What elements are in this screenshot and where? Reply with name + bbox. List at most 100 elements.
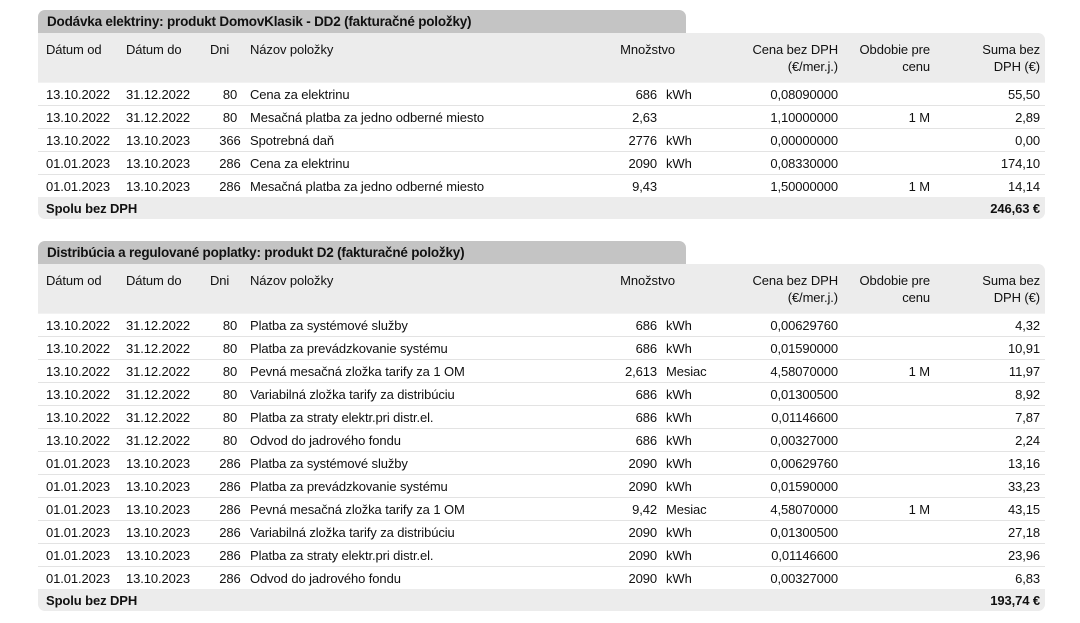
table-row: 01.01.2023 13.10.2023 286 Platba za syst… (38, 451, 1045, 474)
cell-nazov: Odvod do jadrového fondu (250, 566, 561, 589)
cell-nazov: Variabilná zložka tarify za distribúciu (250, 382, 561, 405)
cell-cena: 0,01300500 (725, 520, 843, 543)
cell-suma: 55,50 (938, 82, 1045, 105)
col-header-obdobie-line2: cenu (843, 58, 938, 82)
table-footer: Spolu bez DPH 193,74 € (38, 589, 1045, 611)
cell-nazov: Pevná mesačná zložka tarify za 1 OM (250, 359, 561, 382)
cell-dni: 286 (210, 520, 250, 543)
cell-nazov: Platba za straty elektr.pri distr.el. (250, 543, 561, 566)
cell-dni: 80 (210, 313, 250, 336)
cell-obdobie: 1 M (843, 174, 938, 197)
cell-suma: 7,87 (938, 405, 1045, 428)
cell-suma: 8,92 (938, 382, 1045, 405)
cell-dni: 80 (210, 82, 250, 105)
cell-nazov: Cena za elektrinu (250, 82, 561, 105)
header-row-1: Dátum od Dátum do Dni Názov položky Množ… (38, 264, 1045, 289)
cell-dni: 286 (210, 497, 250, 520)
cell-nazov: Platba za systémové služby (250, 451, 561, 474)
cell-mnozstvo: 2090 (561, 543, 663, 566)
cell-obdobie (843, 405, 938, 428)
cell-suma: 0,00 (938, 128, 1045, 151)
cell-dni: 80 (210, 428, 250, 451)
cell-cena: 0,01590000 (725, 474, 843, 497)
table-row: 01.01.2023 13.10.2023 286 Mesačná platba… (38, 174, 1045, 197)
cell-mnozstvo: 2090 (561, 520, 663, 543)
cell-obdobie: 1 M (843, 497, 938, 520)
cell-obdobie (843, 543, 938, 566)
cell-nazov: Platba za prevádzkovanie systému (250, 336, 561, 359)
cell-suma: 4,32 (938, 313, 1045, 336)
cell-jednotka: kWh (663, 405, 725, 428)
cell-cena: 0,00327000 (725, 428, 843, 451)
cell-cena: 0,01590000 (725, 336, 843, 359)
billing-table-wrap: Dátum od Dátum do Dni Názov položky Množ… (38, 33, 1045, 219)
cell-datum-od: 01.01.2023 (38, 474, 126, 497)
cell-cena: 0,08090000 (725, 82, 843, 105)
footer-label: Spolu bez DPH (38, 197, 725, 219)
cell-jednotka: kWh (663, 566, 725, 589)
cell-datum-od: 01.01.2023 (38, 451, 126, 474)
cell-dni: 286 (210, 566, 250, 589)
col-header-suma-line1: Suma bez (938, 264, 1045, 289)
cell-nazov: Spotrebná daň (250, 128, 561, 151)
footer-label: Spolu bez DPH (38, 589, 725, 611)
col-header-datum-od: Dátum od (38, 33, 126, 58)
col-header-suma-line1: Suma bez (938, 33, 1045, 58)
cell-datum-do: 13.10.2023 (126, 497, 210, 520)
table-row: 01.01.2023 13.10.2023 286 Platba za stra… (38, 543, 1045, 566)
col-header-spacer (38, 58, 725, 82)
col-header-mnozstvo: Množstvo (561, 33, 725, 58)
cell-datum-od: 01.01.2023 (38, 174, 126, 197)
col-header-dni: Dni (210, 264, 250, 289)
cell-suma: 2,89 (938, 105, 1045, 128)
cell-jednotka: kWh (663, 128, 725, 151)
cell-cena: 1,10000000 (725, 105, 843, 128)
cell-dni: 80 (210, 382, 250, 405)
cell-suma: 27,18 (938, 520, 1045, 543)
cell-jednotka (663, 174, 725, 197)
table-row: 01.01.2023 13.10.2023 286 Platba za prev… (38, 474, 1045, 497)
cell-nazov: Platba za prevádzkovanie systému (250, 474, 561, 497)
cell-nazov: Platba za systémové služby (250, 313, 561, 336)
col-header-datum-od: Dátum od (38, 264, 126, 289)
cell-jednotka: kWh (663, 82, 725, 105)
cell-cena: 0,00629760 (725, 313, 843, 336)
section-title-bar: Dodávka elektriny: produkt DomovKlasik -… (38, 10, 686, 33)
col-header-cena-line1: Cena bez DPH (725, 33, 843, 58)
cell-datum-do: 13.10.2023 (126, 451, 210, 474)
cell-suma: 43,15 (938, 497, 1045, 520)
cell-jednotka: kWh (663, 474, 725, 497)
cell-nazov: Platba za straty elektr.pri distr.el. (250, 405, 561, 428)
cell-datum-od: 13.10.2022 (38, 428, 126, 451)
col-header-datum-do: Dátum do (126, 264, 210, 289)
table-row: 13.10.2022 31.12.2022 80 Variabilná zlož… (38, 382, 1045, 405)
cell-dni: 286 (210, 451, 250, 474)
col-header-dni: Dni (210, 33, 250, 58)
cell-suma: 10,91 (938, 336, 1045, 359)
cell-mnozstvo: 686 (561, 313, 663, 336)
cell-dni: 80 (210, 105, 250, 128)
table-row: 01.01.2023 13.10.2023 286 Odvod do jadro… (38, 566, 1045, 589)
cell-datum-od: 13.10.2022 (38, 359, 126, 382)
cell-mnozstvo: 686 (561, 382, 663, 405)
cell-suma: 13,16 (938, 451, 1045, 474)
cell-datum-od: 01.01.2023 (38, 543, 126, 566)
cell-nazov: Pevná mesačná zložka tarify za 1 OM (250, 497, 561, 520)
table-row: 13.10.2022 31.12.2022 80 Pevná mesačná z… (38, 359, 1045, 382)
cell-suma: 14,14 (938, 174, 1045, 197)
cell-obdobie (843, 336, 938, 359)
section-title-bar: Distribúcia a regulované poplatky: produ… (38, 241, 686, 264)
cell-dni: 366 (210, 128, 250, 151)
cell-datum-od: 01.01.2023 (38, 497, 126, 520)
cell-nazov: Odvod do jadrového fondu (250, 428, 561, 451)
cell-dni: 286 (210, 151, 250, 174)
footer-row: Spolu bez DPH 246,63 € (38, 197, 1045, 219)
cell-nazov: Variabilná zložka tarify za distribúciu (250, 520, 561, 543)
table-row: 13.10.2022 13.10.2023 366 Spotrebná daň … (38, 128, 1045, 151)
header-row-2: (€/mer.j.) cenu DPH (€) (38, 289, 1045, 313)
cell-obdobie: 1 M (843, 359, 938, 382)
billing-section: Distribúcia a regulované poplatky: produ… (38, 241, 1045, 611)
cell-jednotka: kWh (663, 520, 725, 543)
cell-datum-do: 13.10.2023 (126, 128, 210, 151)
cell-mnozstvo: 2776 (561, 128, 663, 151)
